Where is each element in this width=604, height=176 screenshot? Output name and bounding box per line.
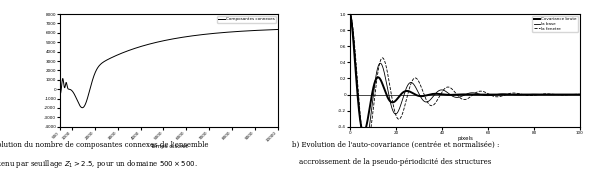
Text: b) Evolution de l'auto-covariance (centrée et normalisée) :: b) Evolution de l'auto-covariance (centr… xyxy=(292,141,500,149)
Legend: Covariance brute, la base, la fenetre: Covariance brute, la base, la fenetre xyxy=(532,16,578,32)
X-axis label: pixels: pixels xyxy=(457,136,473,141)
X-axis label: Temps discret: Temps discret xyxy=(150,144,188,149)
Text: obtenu par seuillage $Z_1 > 2.5$, pour un domaine $500 \times 500$.: obtenu par seuillage $Z_1 > 2.5$, pour u… xyxy=(0,158,198,170)
Legend: Composantes connexes: Composantes connexes xyxy=(217,16,276,23)
Text: accroissement de la pseudo-périodicité des structures: accroissement de la pseudo-périodicité d… xyxy=(300,158,492,166)
Text: a) Evolution du nombre de composantes connexes de l'ensemble: a) Evolution du nombre de composantes co… xyxy=(0,141,208,149)
